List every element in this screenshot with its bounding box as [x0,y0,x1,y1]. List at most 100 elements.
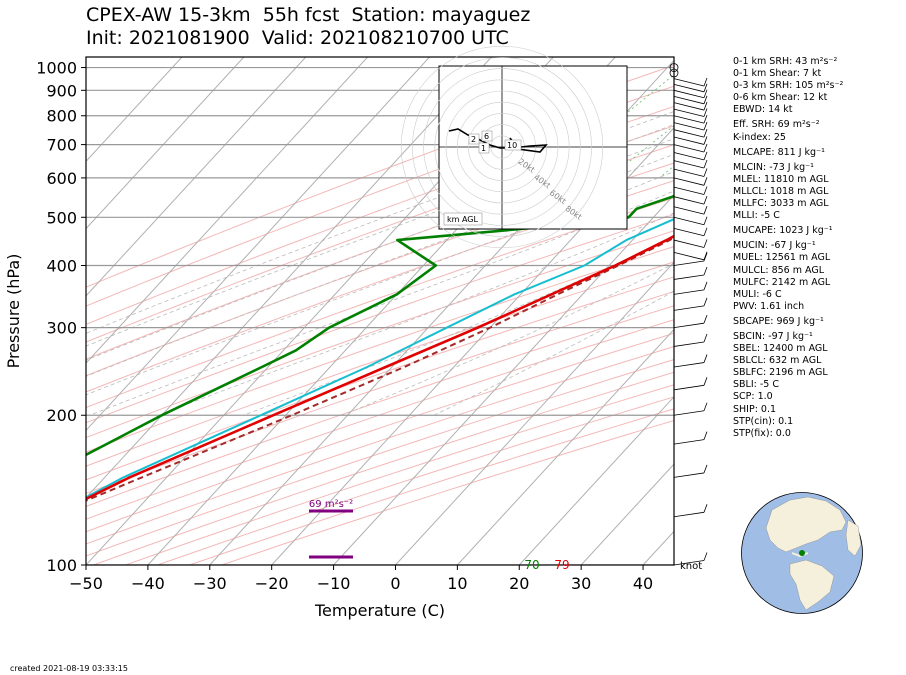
dry-adiabat [86,290,674,494]
stat-line: SBCIN: -97 J kg⁻¹ [733,330,813,342]
x-tick-label: −30 [193,574,227,593]
y-tick-label: 100 [46,556,77,575]
x-tick-label: −20 [255,574,289,593]
wind-barb-flag [703,266,708,276]
stat-line: MLCAPE: 811 J kg⁻¹ [733,146,825,158]
mixing-ratio-line [899,57,906,178]
wind-barb-flag [703,431,708,440]
wind-barb-flag [703,252,708,262]
dry-adiabat [86,319,674,520]
wind-barb-shaft [673,252,705,261]
globe-land-caribbean [791,552,809,558]
wind-barb-flag [703,95,708,104]
y-tick-label: 200 [46,406,77,425]
wind-barb-shaft [673,89,705,99]
wind-barb-flag [703,552,708,561]
stats-panel: 0-1 km SRH: 43 m²s⁻² 0-1 km Shear: 7 kt 0-… [733,56,843,440]
y-tick-label: 300 [46,319,77,338]
wind-barb-shaft [673,341,705,347]
stat-line: SBLI: -5 C [733,379,779,391]
wind-barb-shaft [673,186,705,195]
wind-barb-shaft [673,108,705,117]
wind-barb-shaft [673,322,705,329]
wind-barb-shaft [673,122,705,131]
stat-line: MULFC: 2142 m AGL [733,276,831,288]
wind-barb-flag [703,143,708,153]
wind-barb-shaft [673,144,705,153]
wind-barb-shaft [673,177,705,186]
created-timestamp: created 2021-08-19 03:33:15 [10,664,128,673]
stat-line: STP(cin): 0.1 [733,415,794,427]
wind-barb-shaft [673,289,705,295]
wind-barb-flag [703,377,708,386]
wind-barb-shaft [673,227,705,237]
wind-barb-flag [703,315,708,324]
wind-barb-flag [703,333,708,343]
hodograph-height-label: 6 [484,132,489,141]
dry-adiabat [86,214,674,424]
hodograph-ring [434,79,570,215]
dry-adiabat [86,346,674,545]
wind-barb-shaft [673,96,705,105]
wind-barb-flag [703,402,708,411]
dry-adiabat [86,359,674,557]
y-tick-label: 500 [46,208,77,227]
stat-line: 0-1 km SRH: 43 m²s⁻² [733,56,838,67]
stat-line: Eff. SRH: 69 m²s⁻² [733,119,820,131]
wind-barb-flag [703,354,708,363]
wind-barb-shaft [673,196,705,205]
y-tick-label: 700 [46,136,77,155]
hodograph-ring [445,90,559,204]
stat-line: MLLCL: 1018 m AGL [733,185,829,197]
isotherm [395,261,674,565]
stat-line: MULCL: 856 m AGL [733,264,825,276]
moist-adiabat [342,263,674,416]
hodograph-ring [400,45,604,249]
wind-barb-flag [703,216,708,225]
stat-line: SCP: 1.0 [733,391,773,403]
chart-title-line2: Init: 2021081900 Valid: 2021082107​00 UT… [86,27,509,49]
dry-adiabat [86,332,674,533]
globe-inset [741,492,863,614]
stat-line: K-index: 25 [733,131,786,143]
station-marker [799,550,805,556]
isotherm [86,57,245,230]
y-axis-label: Pressure (hPa) [4,254,23,369]
wind-barb-shaft [673,274,705,280]
stat-line: MLEL: 11810 m AGL [733,173,829,185]
stat-line: MUCIN: -67 J kg⁻¹ [733,240,816,252]
moist-adiabat [243,236,674,416]
wetbulb-trace [86,218,674,499]
stat-line: 0-1 km Shear: 7 kt [733,68,822,80]
wind-barb-shaft [673,439,705,445]
hodograph-ring [468,113,536,181]
dry-adiabat [86,230,674,439]
isotherm [271,126,674,565]
wind-barb-shaft [673,102,705,111]
hodograph-label: km AGL [447,215,479,224]
x-tick-label: 30 [571,574,591,593]
isotherm [457,328,674,565]
wind-barb-shaft [673,115,705,124]
stat-line: 0-3 km SRH: 105 m²s⁻² [733,80,844,92]
hodograph-label-box [443,212,483,226]
stat-line: SBLFC: 2196 m AGL [733,367,828,379]
wind-barb-flag [703,168,708,177]
isotherm [86,57,369,364]
wind-barb-shaft [673,560,705,566]
y-tick-label: 400 [46,256,77,275]
surface-temperature-label: 79 [554,558,569,572]
wind-barb-shaft [673,78,705,87]
isotherm [86,57,430,432]
moist-adiabat [86,124,674,347]
wind-barb-shaft [673,216,705,226]
wind-barb-shaft [673,511,705,518]
hodograph-height-box [481,130,493,142]
hodograph-height-label: 10 [507,141,517,150]
wind-barb-flag [703,89,708,98]
wind-barb-shaft [673,260,705,266]
wind-barb-shaft [673,168,705,177]
dry-adiabat [86,197,674,409]
